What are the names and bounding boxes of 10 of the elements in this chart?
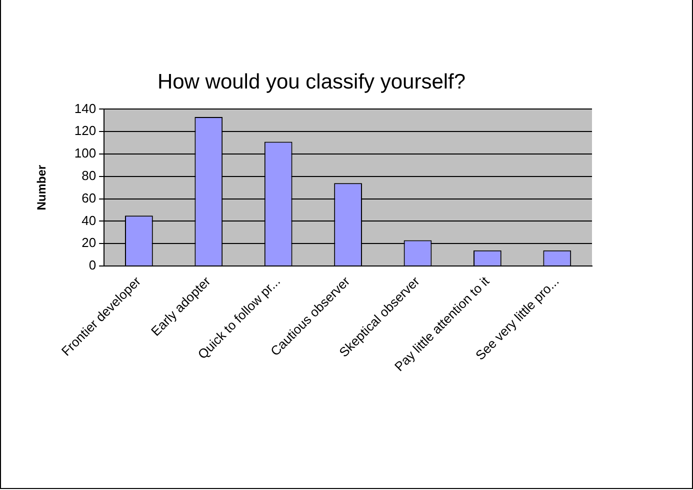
y-tick-label: 20 xyxy=(82,235,96,250)
chart-title: How would you classify yourself? xyxy=(157,70,466,94)
y-tick-label: 60 xyxy=(82,190,96,206)
y-tick-label: 80 xyxy=(82,168,96,183)
y-tick-label: 100 xyxy=(74,146,96,161)
y-tick-label: 0 xyxy=(88,258,96,273)
y-axis-title: Number xyxy=(34,164,49,210)
y-tick-label: 140 xyxy=(74,100,96,116)
y-tick-label: 40 xyxy=(82,212,96,228)
y-tick-label: 120 xyxy=(74,123,96,138)
